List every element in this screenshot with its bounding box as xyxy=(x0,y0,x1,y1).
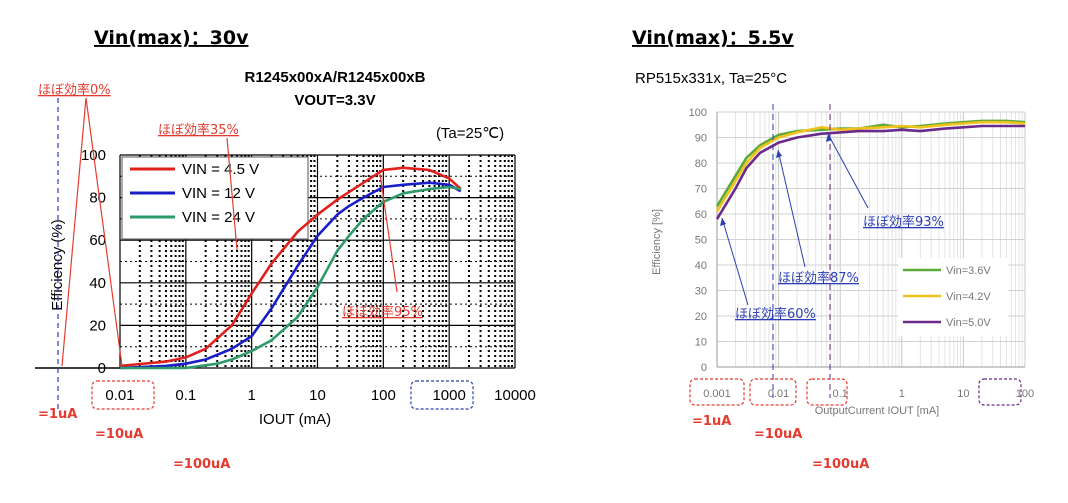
right-chart: RP515x331x, Ta=25°C 0.001 0.01 0.1 1 10 100 0 1… xyxy=(635,70,1034,417)
left-cur10-label: =10uA xyxy=(95,427,143,442)
right-cur1-label: =1uA xyxy=(692,414,731,429)
left-x-tick-label: 1000 xyxy=(432,387,465,404)
right-series-line-1 xyxy=(715,120,1026,213)
left-chart: VIN = 4.5 V VIN = 12 V VIN = 24 V 0.01 0.1 1… xyxy=(35,69,536,428)
right-y-tick-label: 100 xyxy=(689,107,707,119)
left-eff0-arrow-a xyxy=(61,97,87,367)
right-y-tick-label: 0 xyxy=(701,362,707,374)
right-heading: Vin(max)：5.5v xyxy=(632,27,794,49)
left-annotations: ほぼ効率0% ほぼ効率35% ほぼ効率95% =1uA =10uA =100uA xyxy=(38,82,474,472)
right-chart-title: RP515x331x, Ta=25°C xyxy=(635,70,787,87)
left-y-tick-label: 20 xyxy=(89,317,106,334)
left-highlight-0.01 xyxy=(91,380,155,410)
left-x-tick-label: 100 xyxy=(371,387,396,404)
right-annotations: ほぼ効率93% ほぼ効率87% ほぼ効率60% =1uA =10uA =100u… xyxy=(689,104,1022,472)
left-x-tick-label: 0.1 xyxy=(175,387,196,404)
left-eff95-arrow xyxy=(379,173,398,293)
right-y-tick-label: 90 xyxy=(695,133,707,145)
right-highlight-0.01 xyxy=(749,378,797,406)
right-eff60-arrowhead xyxy=(720,218,726,226)
left-eff0-arrow-b xyxy=(85,97,123,367)
right-eff87-label: ほぼ効率87% xyxy=(778,270,859,286)
left-legend-items: VIN = 4.5 V VIN = 12 V VIN = 24 V xyxy=(130,161,259,226)
left-x-axis-label: IOUT (mA) xyxy=(259,411,331,428)
right-highlight-0.1 xyxy=(806,378,848,406)
right-eff87-arrow xyxy=(777,149,806,268)
right-x-tick-label: 0.01 xyxy=(768,388,789,400)
left-chart-subtitle: VOUT=3.3V xyxy=(294,92,375,109)
left-eff0-label: ほぼ効率0% xyxy=(38,82,111,98)
left-series-line-0 xyxy=(119,166,462,368)
right-eff87-arrowhead xyxy=(776,150,782,158)
right-y-tick-label: 50 xyxy=(695,235,707,247)
right-grid xyxy=(716,111,1026,368)
right-x-tick-label: 0.1 xyxy=(833,388,848,400)
right-legend-label-1: Vin=4.2V xyxy=(946,291,991,303)
right-x-tick-label: 1 xyxy=(899,388,905,400)
left-chart-condition: (Ta=25℃) xyxy=(436,125,504,142)
right-y-tick-label: 30 xyxy=(695,286,707,298)
right-x-tick-label: 10 xyxy=(957,388,969,400)
right-y-tick-label: 20 xyxy=(695,311,707,323)
left-series-lines xyxy=(119,166,462,370)
right-cur100-label: =100uA xyxy=(812,457,869,472)
right-x-tick-label: 100 xyxy=(1016,388,1034,400)
left-x-tick-label: 1 xyxy=(247,387,255,404)
left-series-line-1 xyxy=(119,181,462,370)
left-eff35-arrow xyxy=(226,137,238,251)
left-highlight-1000 xyxy=(410,380,474,410)
left-series-line-2 xyxy=(120,185,462,370)
right-highlight-100 xyxy=(978,378,1022,406)
left-x-tick-label: 10000 xyxy=(494,387,536,404)
left-eff95-label: ほぼ効率95% xyxy=(342,304,423,320)
right-legend-label-0: Vin=3.6V xyxy=(946,265,991,277)
left-legend-label-2: VIN = 24 V xyxy=(182,209,255,226)
right-y-tick-label: 10 xyxy=(695,337,707,349)
left-x-tick-label: 10 xyxy=(309,387,326,404)
left-legend-label-0: VIN = 4.5 V xyxy=(182,161,259,178)
left-cur1-label: =1uA xyxy=(38,407,77,422)
right-legend-label-2: Vin=5.0V xyxy=(946,317,991,329)
right-eff93-label: ほぼ効率93% xyxy=(863,214,944,230)
left-chart-title: R1245x00xA/R1245x00xB xyxy=(245,69,426,86)
left-y-tick-label: 80 xyxy=(89,190,106,207)
right-eff93-arrow xyxy=(827,133,869,209)
right-series-line-2 xyxy=(715,124,1025,220)
left-heading: Vin(max)：30v xyxy=(94,27,249,49)
right-y-tick-label: 70 xyxy=(695,184,707,196)
left-eff35-label: ほぼ効率35% xyxy=(158,122,239,138)
left-legend-label-1: VIN = 12 V xyxy=(182,185,255,202)
right-cur10-label: =10uA xyxy=(754,427,802,442)
right-y-tick-label: 40 xyxy=(695,260,707,272)
right-tick-labels: 0.001 0.01 0.1 1 10 100 0 10 20 30 40 50 60 70 80 90 100 xyxy=(689,107,1035,400)
right-y-tick-label: 80 xyxy=(695,158,707,170)
right-y-tick-label: 60 xyxy=(695,209,707,221)
right-eff93-arrowhead xyxy=(826,134,832,142)
left-legend xyxy=(121,156,309,240)
right-highlight-0.001 xyxy=(689,378,745,406)
left-x-tick-label: 0.01 xyxy=(105,387,134,404)
right-eff60-label: ほぼ効率60% xyxy=(735,306,816,322)
right-x-axis-label: OutputCurrent IOUT [mA] xyxy=(815,405,940,417)
right-series-lines xyxy=(715,119,1026,220)
right-x-tick-label: 0.001 xyxy=(703,388,731,400)
right-legend-items: Vin=3.6V Vin=4.2V Vin=5.0V xyxy=(903,265,991,329)
left-tick-labels: 0.010.1110100100010000020406080100 xyxy=(81,147,536,404)
right-eff60-arrow xyxy=(721,217,749,306)
left-cur100-label: =100uA xyxy=(173,457,230,472)
left-y-tick-label: 60 xyxy=(89,232,106,249)
left-y-tick-label: 40 xyxy=(89,275,106,292)
right-y-axis-label: Efficiency [%] xyxy=(651,209,663,275)
